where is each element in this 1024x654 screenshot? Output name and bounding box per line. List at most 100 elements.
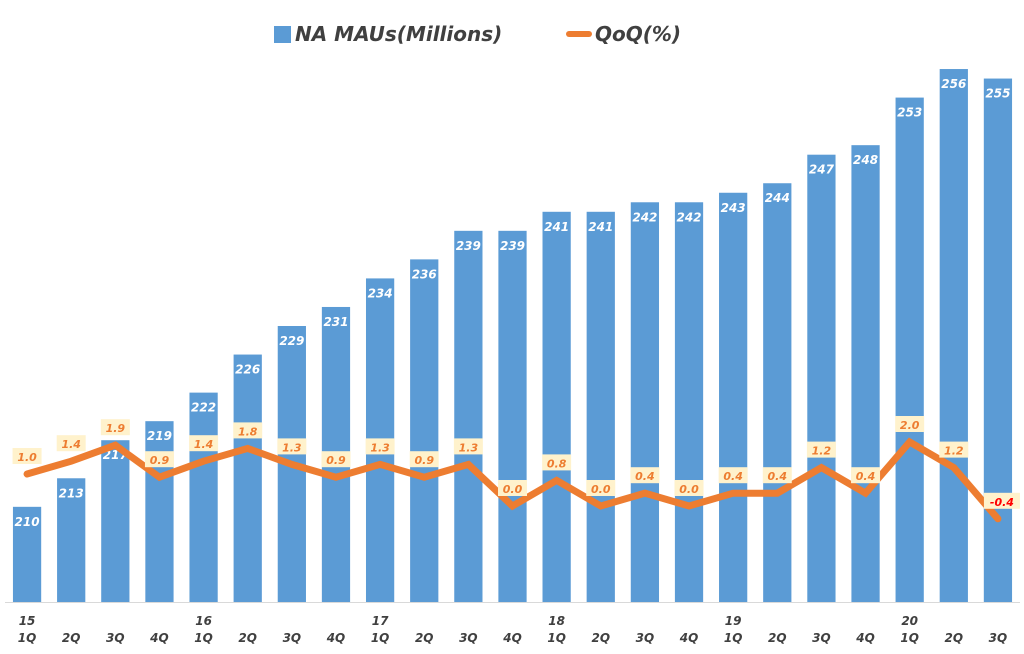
- bar: [983, 78, 1013, 602]
- line-data-label: 1.4: [61, 438, 81, 451]
- bar: [410, 259, 439, 602]
- x-tick-label-quarter: 2Q: [591, 631, 610, 645]
- x-tick-label-quarter: 1Q: [547, 631, 566, 645]
- line-label-box: [56, 435, 86, 452]
- line-data-label: 1.3: [459, 441, 479, 454]
- x-tick-label-quarter: 4Q: [326, 631, 346, 645]
- bar-data-label: 236: [412, 267, 437, 281]
- x-tick-label-quarter: 1Q: [900, 631, 919, 645]
- bar: [498, 230, 527, 603]
- line-label-box: [983, 492, 1020, 509]
- line-label-box: [806, 441, 836, 458]
- line-label-box: [762, 467, 792, 484]
- line-data-label: 1.0: [17, 451, 37, 464]
- line-label-box: [674, 480, 704, 496]
- x-tick-label-quarter: 2Q: [62, 631, 81, 645]
- line-data-label: 1.2: [812, 445, 832, 458]
- bar-data-label: 244: [765, 191, 790, 205]
- x-tick-label-quarter: 3Q: [106, 631, 125, 645]
- line-label-box: [12, 448, 42, 464]
- line-data-label: 1.4: [194, 438, 214, 451]
- bar-data-label: 234: [368, 286, 393, 300]
- bar-data-label: 243: [721, 201, 746, 215]
- bar-data-label: 256: [941, 77, 966, 91]
- bar-series: [12, 69, 1013, 603]
- x-tick-label-quarter: 3Q: [812, 631, 831, 645]
- line-label-box: [233, 422, 263, 439]
- bar-data-label: 239: [500, 239, 525, 253]
- bar-data-label: 248: [853, 153, 878, 167]
- line-label-box: [365, 438, 395, 455]
- bar-data-label: 242: [676, 210, 701, 224]
- bar: [586, 211, 615, 603]
- x-axis-ticks: 1Q 15 2Q 3Q 4Q 1Q 16 2Q 3Q 4Q 1Q 17 2Q 3Q 4Q 1Q 18 2Q 3Q 4Q…: [18, 614, 1007, 645]
- x-tick-label-quarter: 2Q: [768, 631, 787, 645]
- legend-label-maus: NA MAUs(Millions): [295, 22, 503, 46]
- bar: [12, 506, 42, 602]
- legend-swatch-bar-icon: [274, 25, 291, 43]
- line-data-label: 1.2: [944, 445, 964, 458]
- bar: [233, 354, 262, 602]
- x-tick-label-year: 15: [19, 614, 36, 628]
- line-label-box: [586, 480, 616, 496]
- line-label-box: [630, 467, 660, 484]
- bar-data-label: 222: [191, 401, 216, 415]
- line-data-label: 0.4: [856, 470, 876, 483]
- x-tick-label-quarter: 1Q: [371, 631, 390, 645]
- x-tick-label-year: 16: [195, 614, 212, 628]
- line-data-label: 1.9: [106, 422, 126, 435]
- bar-data-label: 226: [235, 363, 260, 377]
- x-tick-label-quarter: 4Q: [149, 631, 169, 645]
- legend-item-maus: NA MAUs(Millions): [274, 22, 502, 46]
- line-data-label: 0.0: [503, 483, 523, 496]
- line-label-box: [453, 438, 483, 455]
- legend-label-qoq: QoQ(%): [595, 22, 682, 46]
- bar: [57, 478, 86, 602]
- x-tick-label-quarter: 3Q: [989, 631, 1008, 645]
- line-data-label: 2.0: [900, 419, 920, 432]
- line-label-box: [851, 467, 881, 484]
- line-label-box: [718, 467, 748, 484]
- bar: [101, 440, 130, 602]
- legend-swatch-line-icon: [566, 31, 592, 37]
- bar: [719, 192, 748, 603]
- bar: [542, 211, 571, 603]
- bar: [630, 202, 660, 602]
- line-data-label: 0.4: [635, 470, 655, 483]
- bar: [851, 145, 880, 602]
- x-tick-label-quarter: 3Q: [283, 631, 302, 645]
- line-label-box: [100, 419, 130, 436]
- legend-item-qoq: QoQ(%): [566, 22, 681, 46]
- line-data-label: -0.4: [990, 496, 1014, 509]
- line-data-label: 0.4: [723, 470, 743, 483]
- line-label-box: [409, 451, 439, 468]
- bar-data-label: 247: [809, 163, 835, 177]
- line-series: [23, 437, 1002, 523]
- line-label-box: [895, 416, 925, 432]
- x-tick-label-quarter: 2Q: [415, 631, 434, 645]
- bar: [674, 202, 704, 602]
- qoq-line: [23, 437, 1002, 523]
- line-label-box: [321, 451, 351, 468]
- line-data-label: 0.4: [768, 470, 788, 483]
- x-tick-label-year: 20: [901, 614, 918, 628]
- bar-data-label: 231: [323, 315, 348, 329]
- line-data-label: 1.8: [238, 425, 258, 438]
- bar-data-label: 229: [279, 334, 304, 348]
- line-label-box: [144, 451, 174, 468]
- line-label-box: [498, 480, 527, 496]
- x-tick-label-quarter: 1Q: [724, 631, 743, 645]
- x-tick-label-quarter: 3Q: [636, 631, 655, 645]
- x-tick-label-quarter: 2Q: [945, 631, 964, 645]
- bar: [763, 183, 792, 602]
- line-data-label: 1.3: [370, 441, 390, 454]
- x-tick-label-quarter: 2Q: [238, 631, 257, 645]
- x-tick-label-year: 17: [372, 614, 389, 628]
- bar: [145, 421, 174, 602]
- line-data-label: 0.0: [679, 483, 699, 496]
- x-tick-label-quarter: 4Q: [679, 631, 699, 645]
- bar-data-label: 241: [544, 220, 569, 234]
- x-tick-label-quarter: 4Q: [855, 631, 875, 645]
